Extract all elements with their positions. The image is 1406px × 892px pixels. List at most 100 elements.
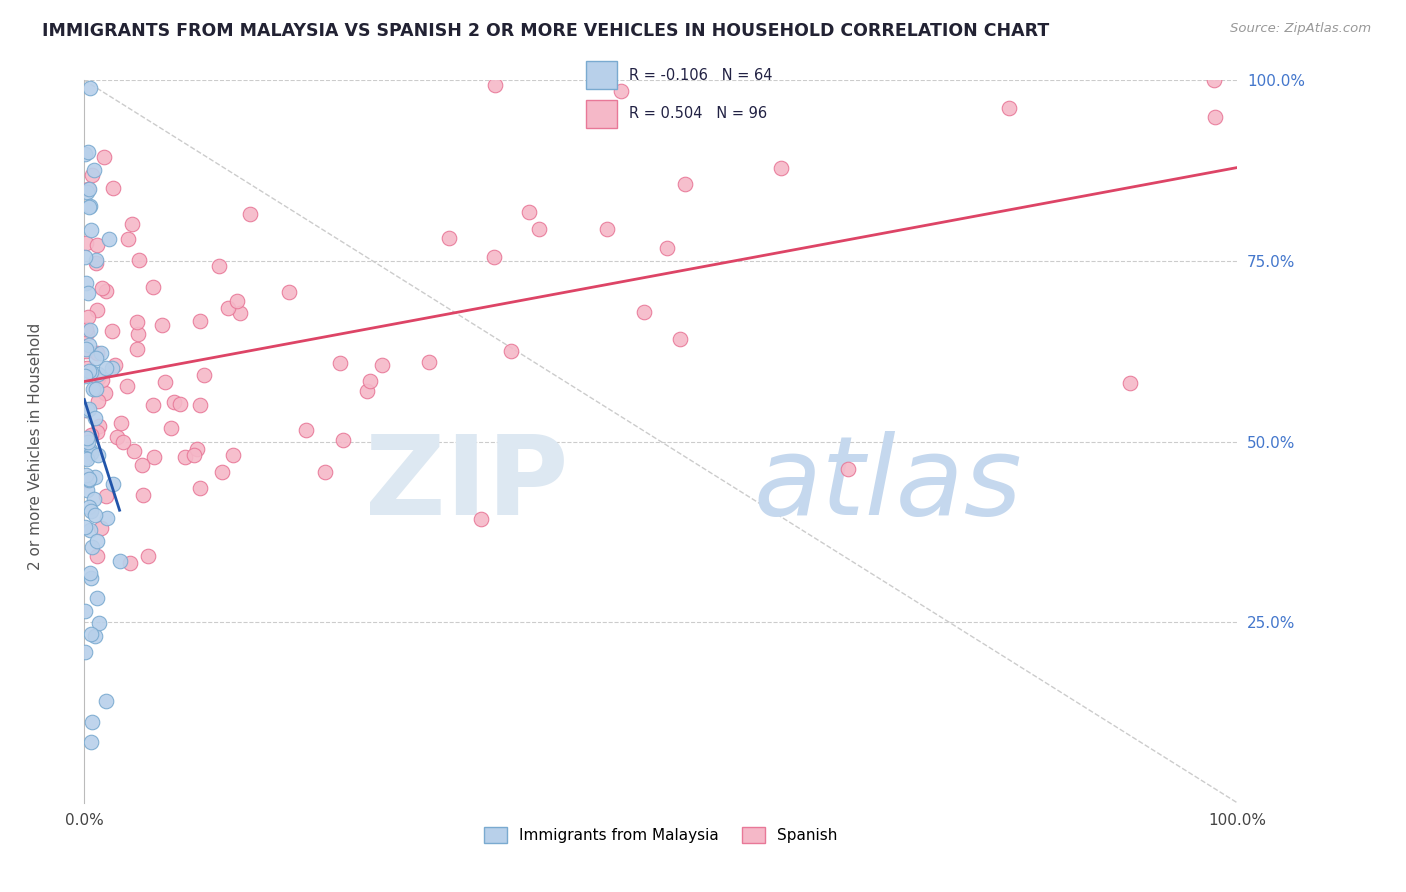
Point [73, 147, 96, 161]
Point [90, 346, 112, 360]
Point [83, 469, 105, 483]
Point [76, 431, 98, 445]
FancyBboxPatch shape [586, 100, 617, 128]
Point [73, 450, 96, 465]
Point [94, 284, 117, 298]
Point [110, 416, 132, 430]
Point [79, 80, 101, 95]
Legend: Immigrants from Malaysia, Spanish: Immigrants from Malaysia, Spanish [478, 822, 844, 849]
Point [76, 451, 98, 466]
FancyBboxPatch shape [586, 62, 617, 89]
Point [86, 346, 108, 360]
Point [517, 204, 540, 219]
Point [83, 492, 105, 507]
Point [77, 364, 100, 378]
Point [418, 355, 440, 369]
Point [91, 280, 114, 294]
Point [96, 361, 118, 376]
Point [73, 604, 96, 618]
Point [73, 369, 96, 384]
Point [105, 430, 128, 444]
Point [103, 358, 125, 372]
Point [997, 101, 1019, 115]
Point [96, 489, 118, 503]
Point [1202, 73, 1225, 87]
Point [76, 326, 98, 340]
Point [77, 444, 100, 458]
Point [117, 232, 139, 246]
Point [76, 467, 98, 482]
Point [239, 206, 262, 220]
Point [769, 161, 792, 176]
Point [86, 549, 108, 563]
Point [75, 473, 97, 487]
Text: IMMIGRANTS FROM MALAYSIA VS SPANISH 2 OR MORE VEHICLES IN HOUSEHOLD CORRELATION : IMMIGRANTS FROM MALAYSIA VS SPANISH 2 OR… [42, 22, 1049, 40]
Point [294, 423, 316, 437]
Point [79, 472, 101, 486]
Point [163, 395, 186, 409]
Point [93, 150, 115, 164]
Point [83, 629, 105, 643]
Point [108, 554, 131, 568]
Point [482, 250, 505, 264]
Point [84, 383, 107, 397]
Point [87, 393, 110, 408]
Point [229, 305, 252, 319]
Point [356, 384, 378, 399]
Point [87, 371, 110, 385]
Point [329, 356, 352, 370]
Point [94, 386, 117, 401]
Point [87, 448, 110, 462]
Point [79, 402, 101, 417]
Point [89, 418, 111, 433]
Point [150, 318, 173, 332]
Point [77, 337, 100, 351]
Point [359, 374, 381, 388]
Point [80, 446, 103, 460]
Point [142, 279, 165, 293]
Text: atlas: atlas [754, 432, 1022, 539]
Point [84, 351, 107, 366]
Point [75, 321, 97, 335]
Point [80, 427, 103, 442]
Point [80, 734, 103, 748]
Point [112, 434, 135, 449]
Point [125, 315, 148, 329]
Point [188, 398, 211, 412]
Point [75, 344, 97, 359]
Point [77, 182, 100, 196]
Point [75, 250, 97, 264]
Point [499, 344, 522, 359]
Point [125, 342, 148, 356]
Point [79, 200, 101, 214]
Point [131, 458, 153, 473]
Point [115, 378, 138, 392]
Point [79, 199, 101, 213]
Point [190, 314, 212, 328]
Point [82, 541, 104, 555]
Point [77, 473, 100, 487]
Point [79, 223, 101, 237]
Point [75, 343, 97, 357]
Point [84, 252, 107, 267]
Text: 2 or more Vehicles in Household: 2 or more Vehicles in Household [28, 322, 42, 570]
Point [278, 285, 301, 299]
Point [142, 450, 165, 464]
Point [76, 145, 98, 160]
Text: Source: ZipAtlas.com: Source: ZipAtlas.com [1230, 22, 1371, 36]
Point [169, 397, 191, 411]
Point [79, 323, 101, 337]
Point [101, 476, 124, 491]
Point [484, 78, 506, 92]
Point [217, 301, 239, 316]
Point [226, 294, 249, 309]
Point [371, 359, 394, 373]
Point [76, 185, 98, 199]
Point [136, 549, 159, 564]
Point [75, 277, 97, 291]
Point [76, 435, 98, 450]
Text: R = 0.504   N = 96: R = 0.504 N = 96 [628, 106, 768, 120]
Point [89, 616, 111, 631]
Point [595, 222, 617, 236]
Point [669, 332, 692, 346]
